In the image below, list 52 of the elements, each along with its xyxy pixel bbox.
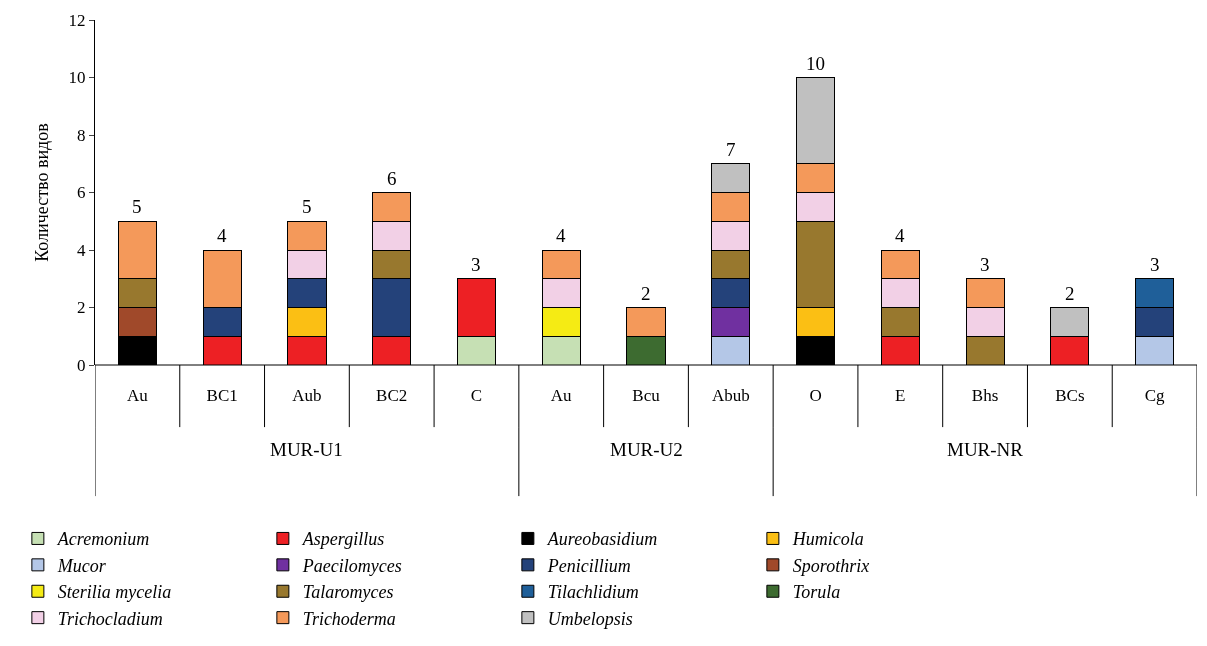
x-tick-label: BC2 xyxy=(376,386,408,405)
x-tick-label: C xyxy=(470,386,483,405)
legend-label: Aureobasidium xyxy=(546,529,658,550)
x-tick-label: Cg xyxy=(1144,386,1166,405)
total-label: 4 xyxy=(217,225,227,246)
x-tick-label: BCs xyxy=(1055,386,1085,405)
legend-label: Tilachlidium xyxy=(547,582,639,603)
legend-label: Trichoderma xyxy=(302,608,396,629)
total-label: 5 xyxy=(302,196,312,217)
y-tick-label: 0 xyxy=(77,355,86,375)
total-label: 3 xyxy=(1150,254,1160,275)
legend-label: Trichocladium xyxy=(57,608,163,629)
x-tick-label: Aub xyxy=(292,386,322,405)
legend-label: Sterilia mycelia xyxy=(57,582,172,603)
legend-label: Mucor xyxy=(56,555,107,576)
y-tick-label: 12 xyxy=(68,10,86,30)
x-tick-label: Bcu xyxy=(632,386,661,405)
total-label: 2 xyxy=(1065,283,1075,304)
y-tick-label: 4 xyxy=(77,240,87,260)
total-label: 7 xyxy=(726,139,736,160)
x-tick-label: BC1 xyxy=(206,386,238,405)
total-label: 6 xyxy=(387,168,397,189)
legend-label: Sporothrix xyxy=(792,555,870,576)
total-label: 3 xyxy=(471,254,481,275)
y-tick-label: 8 xyxy=(77,125,86,145)
x-tick-label: E xyxy=(895,386,906,405)
legend-label: Umbelopsis xyxy=(547,608,633,629)
text: MUR-U1 xyxy=(270,439,343,460)
x-tick-label: Au xyxy=(550,386,573,405)
total-label: 4 xyxy=(556,225,566,246)
total-label: 3 xyxy=(980,254,990,275)
legend-label: Acremonium xyxy=(56,529,150,550)
legend-label: Talaromyces xyxy=(302,582,394,603)
x-tick-label: O xyxy=(809,386,822,405)
y-tick-label: 2 xyxy=(77,298,86,318)
legend-label: Humicola xyxy=(791,529,864,550)
x-tick-label: Au xyxy=(126,386,149,405)
x-tick-label: Bhs xyxy=(971,386,999,405)
y-tick-label: 10 xyxy=(68,68,86,88)
y-axis-title: Количество видов xyxy=(31,123,52,262)
legend-label: Torula xyxy=(792,582,841,603)
text: MUR-NR xyxy=(947,439,1024,460)
legend-label: Aspergillus xyxy=(301,529,385,550)
total-label: 2 xyxy=(641,283,651,304)
y-tick-label: 6 xyxy=(77,183,86,203)
legend-label: Paecilomyces xyxy=(301,555,402,576)
total-label: 4 xyxy=(895,225,905,246)
x-tick-label: Abub xyxy=(711,386,750,405)
text: MUR-U2 xyxy=(610,439,683,460)
total-label: 5 xyxy=(132,196,142,217)
total-label: 10 xyxy=(806,53,825,74)
legend-label: Penicillium xyxy=(546,555,631,576)
